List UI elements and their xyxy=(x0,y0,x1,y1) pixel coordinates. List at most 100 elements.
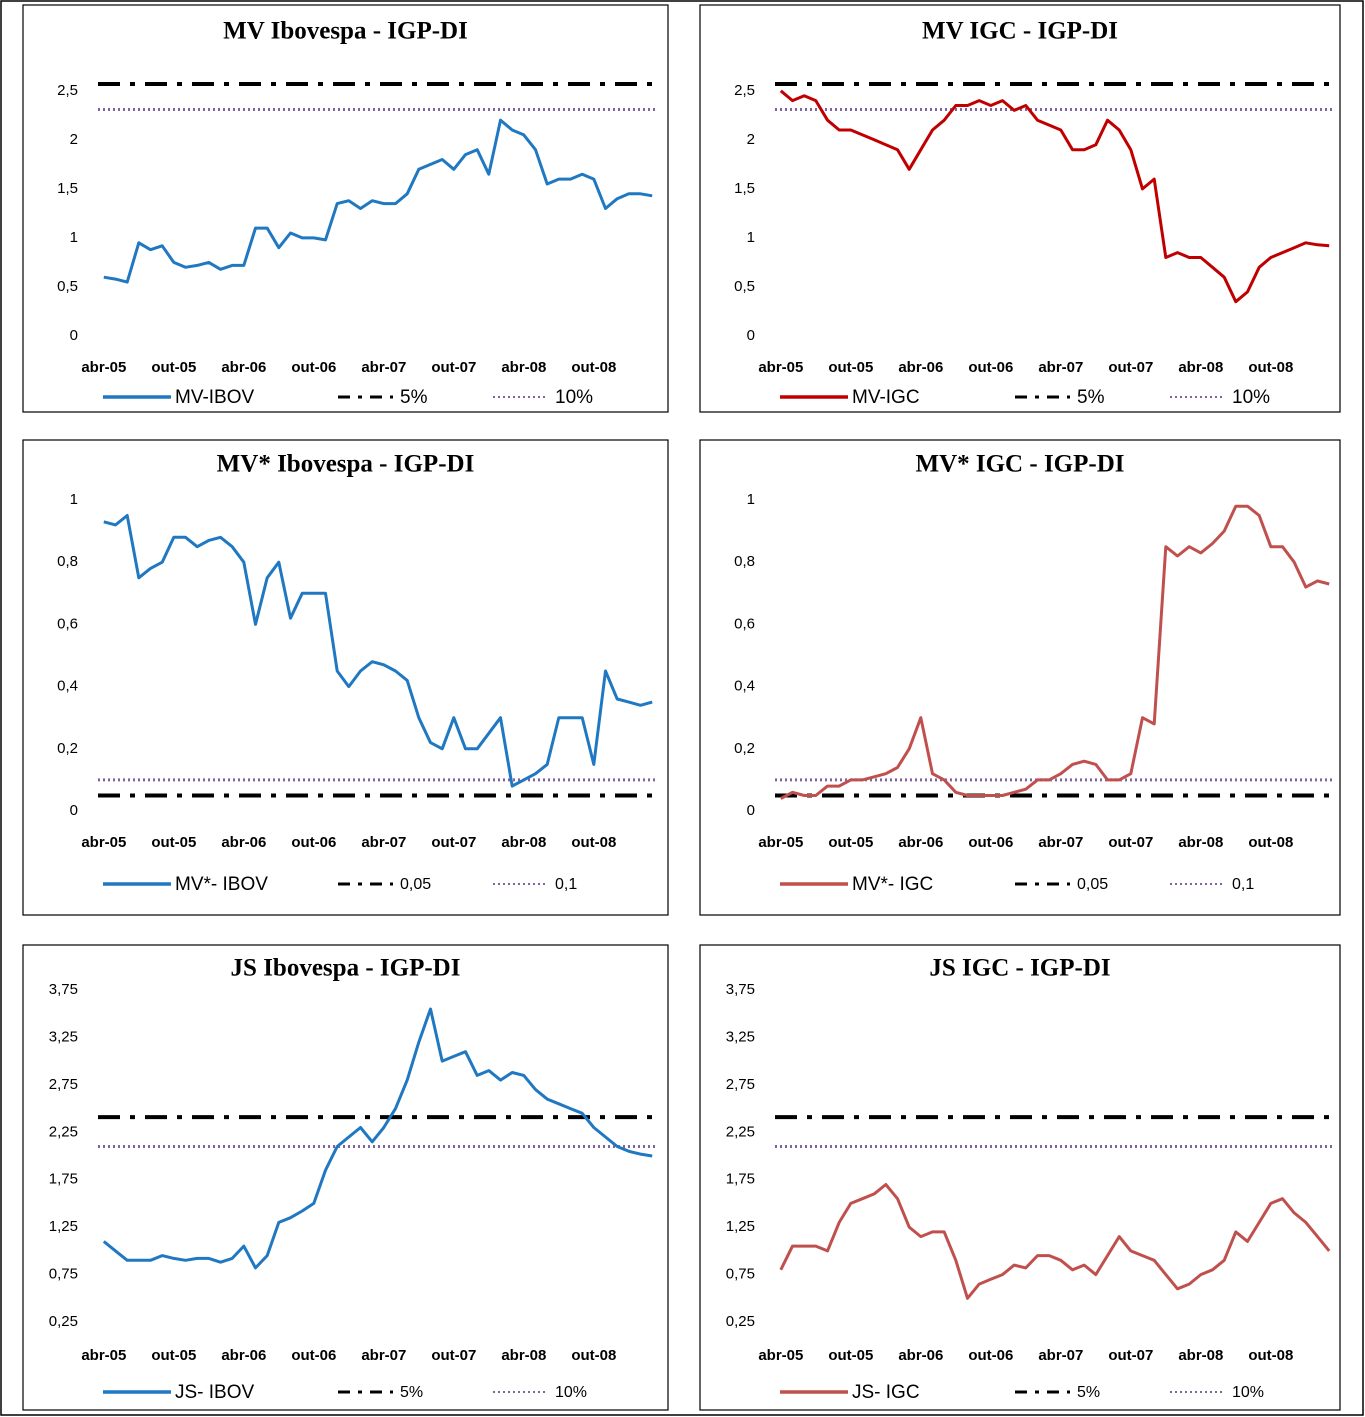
data-line xyxy=(779,89,1330,304)
y-tick-label: 0 xyxy=(70,802,78,819)
x-tick-label: out-07 xyxy=(1108,834,1153,851)
y-tick-label: 0,6 xyxy=(57,615,78,632)
panel-border xyxy=(699,944,1341,1411)
legend-label: 10% xyxy=(555,387,593,408)
x-tick-label: abr-07 xyxy=(1038,359,1083,376)
x-tick-label: out-05 xyxy=(151,1347,196,1364)
y-tick-label: 0 xyxy=(747,802,755,819)
y-tick-label: 3,25 xyxy=(726,1028,755,1045)
x-tick-label: out-06 xyxy=(968,1347,1013,1364)
x-tick-label: out-08 xyxy=(571,359,616,376)
y-tick-label: 1 xyxy=(747,229,755,246)
x-tick-label: out-07 xyxy=(1108,359,1153,376)
x-tick-label: abr-08 xyxy=(501,834,546,851)
y-tick-label: 0,4 xyxy=(734,678,755,695)
y-tick-label: 1 xyxy=(747,491,755,508)
x-tick-label: out-07 xyxy=(431,359,476,376)
legend-label: 0,05 xyxy=(1077,876,1108,893)
data-line xyxy=(102,1007,653,1270)
y-tick-label: 2,25 xyxy=(49,1123,78,1140)
y-tick-label: 1,25 xyxy=(726,1218,755,1235)
x-tick-label: abr-05 xyxy=(81,359,126,376)
x-tick-label: out-07 xyxy=(431,1347,476,1364)
y-tick-label: 0,2 xyxy=(734,740,755,757)
x-tick-label: out-06 xyxy=(968,834,1013,851)
legend-label: JS- IGC xyxy=(852,1382,920,1403)
x-tick-label: out-06 xyxy=(968,359,1013,376)
x-tick-label: abr-06 xyxy=(898,359,943,376)
data-line xyxy=(780,504,1330,800)
y-tick-label: 2,75 xyxy=(726,1076,755,1093)
chart-title: JS IGC - IGP-DI xyxy=(929,955,1110,982)
x-tick-label: abr-05 xyxy=(758,359,803,376)
y-tick-label: 1,75 xyxy=(49,1171,78,1188)
y-tick-label: 0 xyxy=(70,327,78,344)
legend-label: 10% xyxy=(555,1384,587,1401)
legend-label: 5% xyxy=(400,387,428,408)
x-tick-label: out-08 xyxy=(571,834,616,851)
legend-label: 10% xyxy=(1232,387,1270,408)
y-tick-label: 2,25 xyxy=(726,1123,755,1140)
y-tick-label: 1 xyxy=(70,229,78,246)
y-tick-label: 3,75 xyxy=(726,981,755,998)
x-tick-label: out-08 xyxy=(1248,834,1293,851)
data-line xyxy=(103,118,653,284)
y-tick-label: 0,8 xyxy=(734,553,755,570)
y-tick-label: 2,5 xyxy=(57,82,78,99)
legend-label: 0,05 xyxy=(400,876,431,893)
y-tick-label: 2,5 xyxy=(734,82,755,99)
x-tick-label: out-07 xyxy=(431,834,476,851)
y-tick-label: 0,75 xyxy=(726,1266,755,1283)
x-tick-label: abr-05 xyxy=(81,1347,126,1364)
legend-label: JS- IBOV xyxy=(175,1382,255,1403)
legend-label: 0,1 xyxy=(555,876,577,893)
y-tick-label: 0 xyxy=(747,327,755,344)
legend-label: 10% xyxy=(1232,1384,1264,1401)
legend-label: MV*- IBOV xyxy=(175,874,268,895)
legend-label: MV-IBOV xyxy=(175,387,255,408)
legend-label: 5% xyxy=(1077,387,1105,408)
y-tick-label: 0,75 xyxy=(49,1266,78,1283)
legend-label: MV-IGC xyxy=(852,387,920,408)
panel-border xyxy=(22,439,669,916)
x-tick-label: abr-07 xyxy=(361,359,406,376)
panel-border xyxy=(22,944,669,1411)
x-tick-label: out-07 xyxy=(1108,1347,1153,1364)
y-tick-label: 1,75 xyxy=(726,1171,755,1188)
y-tick-label: 2 xyxy=(70,131,78,148)
x-tick-label: abr-08 xyxy=(1178,359,1223,376)
x-tick-label: abr-05 xyxy=(758,834,803,851)
y-tick-label: 0,5 xyxy=(734,278,755,295)
chart-title: MV IGC - IGP-DI xyxy=(922,18,1118,45)
x-tick-label: out-08 xyxy=(571,1347,616,1364)
y-tick-label: 2,75 xyxy=(49,1076,78,1093)
y-tick-label: 0,4 xyxy=(57,678,78,695)
x-tick-label: out-06 xyxy=(291,359,336,376)
legend-label: 5% xyxy=(1077,1384,1100,1401)
panel-border xyxy=(22,4,669,413)
panel-border xyxy=(699,4,1341,413)
x-tick-label: abr-05 xyxy=(81,834,126,851)
y-tick-label: 1,25 xyxy=(49,1218,78,1235)
chart-title: JS Ibovespa - IGP-DI xyxy=(231,955,461,982)
x-tick-label: out-05 xyxy=(151,834,196,851)
legend-label: MV*- IGC xyxy=(852,874,933,895)
x-tick-label: abr-08 xyxy=(1178,1347,1223,1364)
x-tick-label: out-08 xyxy=(1248,359,1293,376)
x-tick-label: abr-07 xyxy=(1038,834,1083,851)
y-tick-label: 2 xyxy=(747,131,755,148)
x-tick-label: abr-07 xyxy=(1038,1347,1083,1364)
y-tick-label: 0,6 xyxy=(734,615,755,632)
y-tick-label: 3,75 xyxy=(49,981,78,998)
data-line xyxy=(103,514,653,788)
x-tick-label: out-05 xyxy=(828,834,873,851)
x-tick-label: abr-06 xyxy=(898,834,943,851)
y-tick-label: 0,25 xyxy=(49,1313,78,1330)
x-tick-label: abr-06 xyxy=(898,1347,943,1364)
x-tick-label: out-06 xyxy=(291,834,336,851)
y-tick-label: 1 xyxy=(70,491,78,508)
x-tick-label: abr-08 xyxy=(501,359,546,376)
y-tick-label: 0,5 xyxy=(57,278,78,295)
